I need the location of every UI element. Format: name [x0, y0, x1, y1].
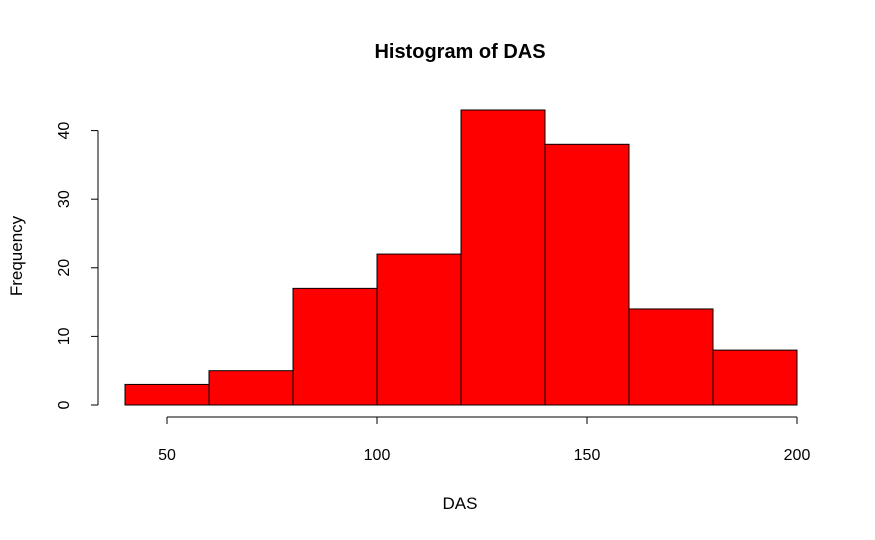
histogram-bar-120-140 [460, 109, 546, 406]
y-tick-label: 10 [56, 327, 73, 345]
y-tick-label: 30 [56, 190, 73, 208]
bars-group [124, 109, 798, 406]
histogram-bar-40-60 [124, 383, 210, 406]
histogram-bar-80-100 [292, 287, 378, 406]
x-tick-label: 200 [784, 447, 811, 464]
histogram-bar-100-120 [376, 253, 462, 406]
x-tick-label: 150 [574, 447, 601, 464]
x-tick-label: 50 [158, 447, 176, 464]
histogram-bar-180-200 [712, 349, 798, 406]
chart-title: Histogram of DAS [374, 41, 545, 63]
x-axis: 50 100 150 200 [158, 416, 811, 464]
histogram-bar-160-180 [628, 308, 714, 406]
y-tick-label: 0 [56, 400, 73, 409]
histogram-bar-60-80 [208, 370, 294, 406]
y-tick-label: 40 [56, 122, 73, 140]
x-axis-label: DAS [443, 494, 478, 513]
y-axis: 0 10 20 30 40 [56, 122, 99, 409]
x-tick-label: 100 [364, 447, 391, 464]
y-axis-label: Frequency [7, 215, 26, 296]
y-tick-label: 20 [56, 259, 73, 277]
histogram-bar-140-160 [544, 143, 630, 406]
